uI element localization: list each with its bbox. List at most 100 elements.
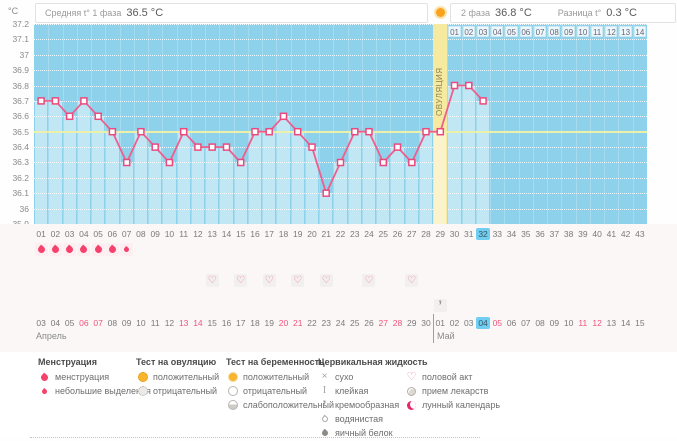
day-number-cell[interactable]: 17	[264, 229, 274, 239]
date-cell-may[interactable]: 09	[549, 318, 560, 328]
date-cell-may[interactable]: 03	[464, 318, 474, 328]
date-cell-april[interactable]: 23	[321, 318, 331, 328]
day-number-cell[interactable]: 32	[475, 228, 491, 240]
date-cell-may[interactable]: 14	[620, 318, 631, 328]
day-number-cell[interactable]: 22	[335, 229, 346, 239]
day-number-cell[interactable]: 21	[321, 229, 331, 239]
day-number-cell[interactable]: 26	[392, 229, 403, 239]
day-number-cell[interactable]: 27	[407, 229, 417, 239]
temperature-point[interactable]	[336, 158, 345, 167]
date-cell-april[interactable]: 14	[193, 318, 203, 328]
day-number-cell[interactable]: 43	[635, 229, 645, 239]
date-cell-april[interactable]: 03	[36, 318, 46, 328]
date-cell-april[interactable]: 07	[93, 318, 103, 328]
date-cell-april[interactable]: 05	[64, 318, 75, 328]
temperature-point[interactable]	[351, 127, 359, 136]
date-cell-may[interactable]: 08	[535, 318, 545, 328]
temperature-point[interactable]	[408, 158, 416, 167]
day-number-cell[interactable]: 19	[292, 229, 303, 239]
date-cell-april[interactable]: 24	[335, 318, 346, 328]
day-number-cell[interactable]: 02	[50, 229, 61, 239]
day-number-cell[interactable]: 30	[449, 229, 460, 239]
day-number-cell[interactable]: 06	[107, 229, 118, 239]
temperature-point[interactable]	[165, 158, 174, 167]
day-number-cell[interactable]: 01	[36, 229, 46, 239]
temperature-point[interactable]	[422, 127, 430, 136]
temperature-point[interactable]	[265, 127, 273, 136]
day-number-cell[interactable]: 31	[464, 229, 474, 239]
day-number-cell[interactable]: 03	[64, 229, 75, 239]
date-cell-may[interactable]: 13	[606, 318, 617, 328]
date-cell-april[interactable]: 06	[79, 318, 89, 328]
temperature-point[interactable]	[465, 81, 473, 90]
date-cell-april[interactable]: 04	[50, 318, 61, 328]
date-cell-april[interactable]: 11	[150, 318, 160, 328]
temperature-point[interactable]	[379, 158, 388, 167]
day-number-cell[interactable]: 42	[620, 229, 631, 239]
date-cell-may[interactable]: 15	[635, 318, 645, 328]
date-cell-april[interactable]: 22	[307, 318, 317, 328]
day-number-cell[interactable]: 38	[563, 229, 574, 239]
temperature-point[interactable]	[479, 97, 487, 105]
day-number-cell[interactable]: 14	[221, 229, 232, 239]
date-cell-april[interactable]: 21	[292, 318, 303, 328]
temperature-point[interactable]	[279, 112, 288, 121]
date-cell-april[interactable]: 15	[207, 318, 217, 328]
temperature-point[interactable]	[222, 143, 231, 151]
day-number-cell[interactable]: 13	[207, 229, 217, 239]
date-cell-may[interactable]: 12	[592, 318, 602, 328]
temperature-point[interactable]	[308, 143, 316, 151]
date-cell-may[interactable]: 06	[506, 318, 517, 328]
day-number-cell[interactable]: 40	[592, 229, 602, 239]
date-cell-may[interactable]: 07	[521, 318, 531, 328]
day-number-cell[interactable]: 39	[578, 229, 588, 239]
chart-area[interactable]: ОВУЛЯЦИЯ 01 02 03 04 05 06 07 08 09 10 11 12 13 14	[34, 24, 647, 224]
day-number-cell[interactable]: 09	[150, 229, 160, 239]
day-number-cell[interactable]: 23	[350, 229, 360, 239]
day-number-cell[interactable]: 08	[136, 229, 146, 239]
date-cell-may[interactable]: 02	[449, 318, 460, 328]
date-cell-may[interactable]: 10	[563, 318, 574, 328]
date-cell-april[interactable]: 08	[107, 318, 118, 328]
day-number-cell[interactable]: 05	[93, 229, 103, 239]
temperature-point[interactable]	[194, 143, 202, 151]
day-number-cell[interactable]: 10	[164, 229, 175, 239]
date-cell-april[interactable]: 17	[235, 318, 246, 328]
day-number-cell[interactable]: 35	[521, 229, 531, 239]
date-cell-april[interactable]: 30	[421, 318, 431, 328]
date-cell-april[interactable]: 13	[178, 318, 189, 328]
temperature-point[interactable]	[322, 189, 330, 197]
day-number-cell[interactable]: 25	[378, 229, 388, 239]
date-cell-may[interactable]: 04	[475, 317, 491, 329]
date-cell-april[interactable]: 12	[164, 318, 175, 328]
day-number-cell[interactable]: 16	[250, 229, 260, 239]
temperature-point[interactable]	[51, 97, 60, 105]
temperature-point[interactable]	[37, 97, 45, 105]
day-number-cell[interactable]: 28	[421, 229, 431, 239]
day-number-cell[interactable]: 36	[535, 229, 545, 239]
temperature-point[interactable]	[365, 127, 373, 136]
day-number-cell[interactable]: 11	[179, 229, 189, 239]
date-cell-april[interactable]: 10	[136, 318, 146, 328]
temperature-point[interactable]	[393, 143, 402, 151]
temperature-point[interactable]	[151, 143, 159, 151]
temperature-point[interactable]	[122, 158, 131, 167]
date-cell-may[interactable]: 11	[578, 318, 588, 328]
date-cell-april[interactable]: 16	[221, 318, 232, 328]
date-cell-april[interactable]: 20	[278, 318, 289, 328]
date-cell-april[interactable]: 27	[378, 318, 388, 328]
temperature-point[interactable]	[450, 81, 459, 90]
temperature-point[interactable]	[94, 112, 102, 121]
temperature-point[interactable]	[436, 127, 445, 136]
temperature-point[interactable]	[208, 143, 216, 151]
date-cell-may[interactable]: 01	[435, 318, 446, 328]
temperature-point[interactable]	[80, 97, 88, 105]
day-number-cell[interactable]: 24	[364, 229, 374, 239]
temperature-point[interactable]	[251, 127, 259, 136]
date-cell-may[interactable]: 05	[492, 318, 503, 328]
date-cell-april[interactable]: 25	[350, 318, 360, 328]
temperature-point[interactable]	[236, 158, 245, 167]
day-number-cell[interactable]: 12	[193, 229, 203, 239]
day-number-cell[interactable]: 15	[235, 229, 246, 239]
day-number-cell[interactable]: 18	[278, 229, 289, 239]
